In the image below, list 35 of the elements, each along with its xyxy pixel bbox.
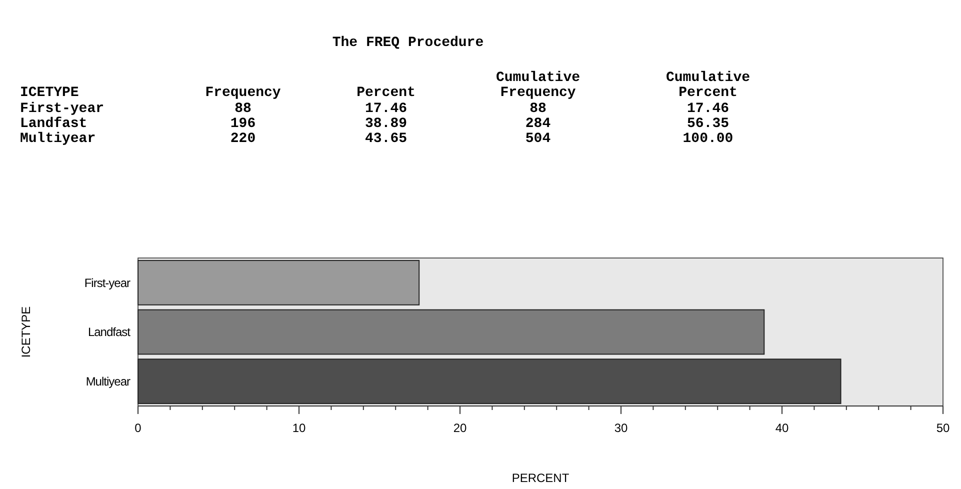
data-label: 100.00 <box>682 131 734 147</box>
x-tick-label: 50 <box>936 421 950 435</box>
data-label: 88 <box>530 101 546 117</box>
text: Cumulative Percent <box>666 70 750 101</box>
data-label: 196 <box>230 116 256 132</box>
bar <box>138 260 420 306</box>
category-label: First-year <box>20 101 104 117</box>
y-tick-label: First-year <box>84 276 130 290</box>
bar <box>138 309 765 355</box>
bar <box>138 358 842 404</box>
data-label: 284 <box>525 116 551 132</box>
x-axis-title: PERCENT <box>512 471 570 485</box>
x-tick-label: 20 <box>453 421 467 435</box>
data-label: 88 <box>234 101 252 117</box>
text: The FREQ Procedure <box>332 35 484 51</box>
data-label: 56.35 <box>686 116 730 132</box>
y-tick-label: Landfast <box>88 325 132 340</box>
text: Percent <box>356 85 416 101</box>
y-axis-title: ICETYPE <box>19 306 33 358</box>
data-label: 17.46 <box>686 101 730 117</box>
text: ICETYPE <box>20 85 79 101</box>
text: Cumulative Frequency <box>496 70 580 101</box>
y-tick-label: Multiyear <box>86 374 130 389</box>
text: Frequency <box>205 85 282 101</box>
data-label: 220 <box>230 131 256 147</box>
x-tick-label: 40 <box>775 421 789 435</box>
data-label: 43.65 <box>364 131 408 147</box>
x-tick-label: 30 <box>614 421 628 435</box>
category-label: Multiyear <box>20 131 96 147</box>
category-label: Landfast <box>20 116 88 132</box>
data-label: 17.46 <box>364 101 408 117</box>
x-tick-label: 10 <box>292 421 306 435</box>
data-label: 504 <box>525 131 551 147</box>
x-tick-label: 0 <box>134 421 142 435</box>
data-label: 38.89 <box>364 116 408 132</box>
